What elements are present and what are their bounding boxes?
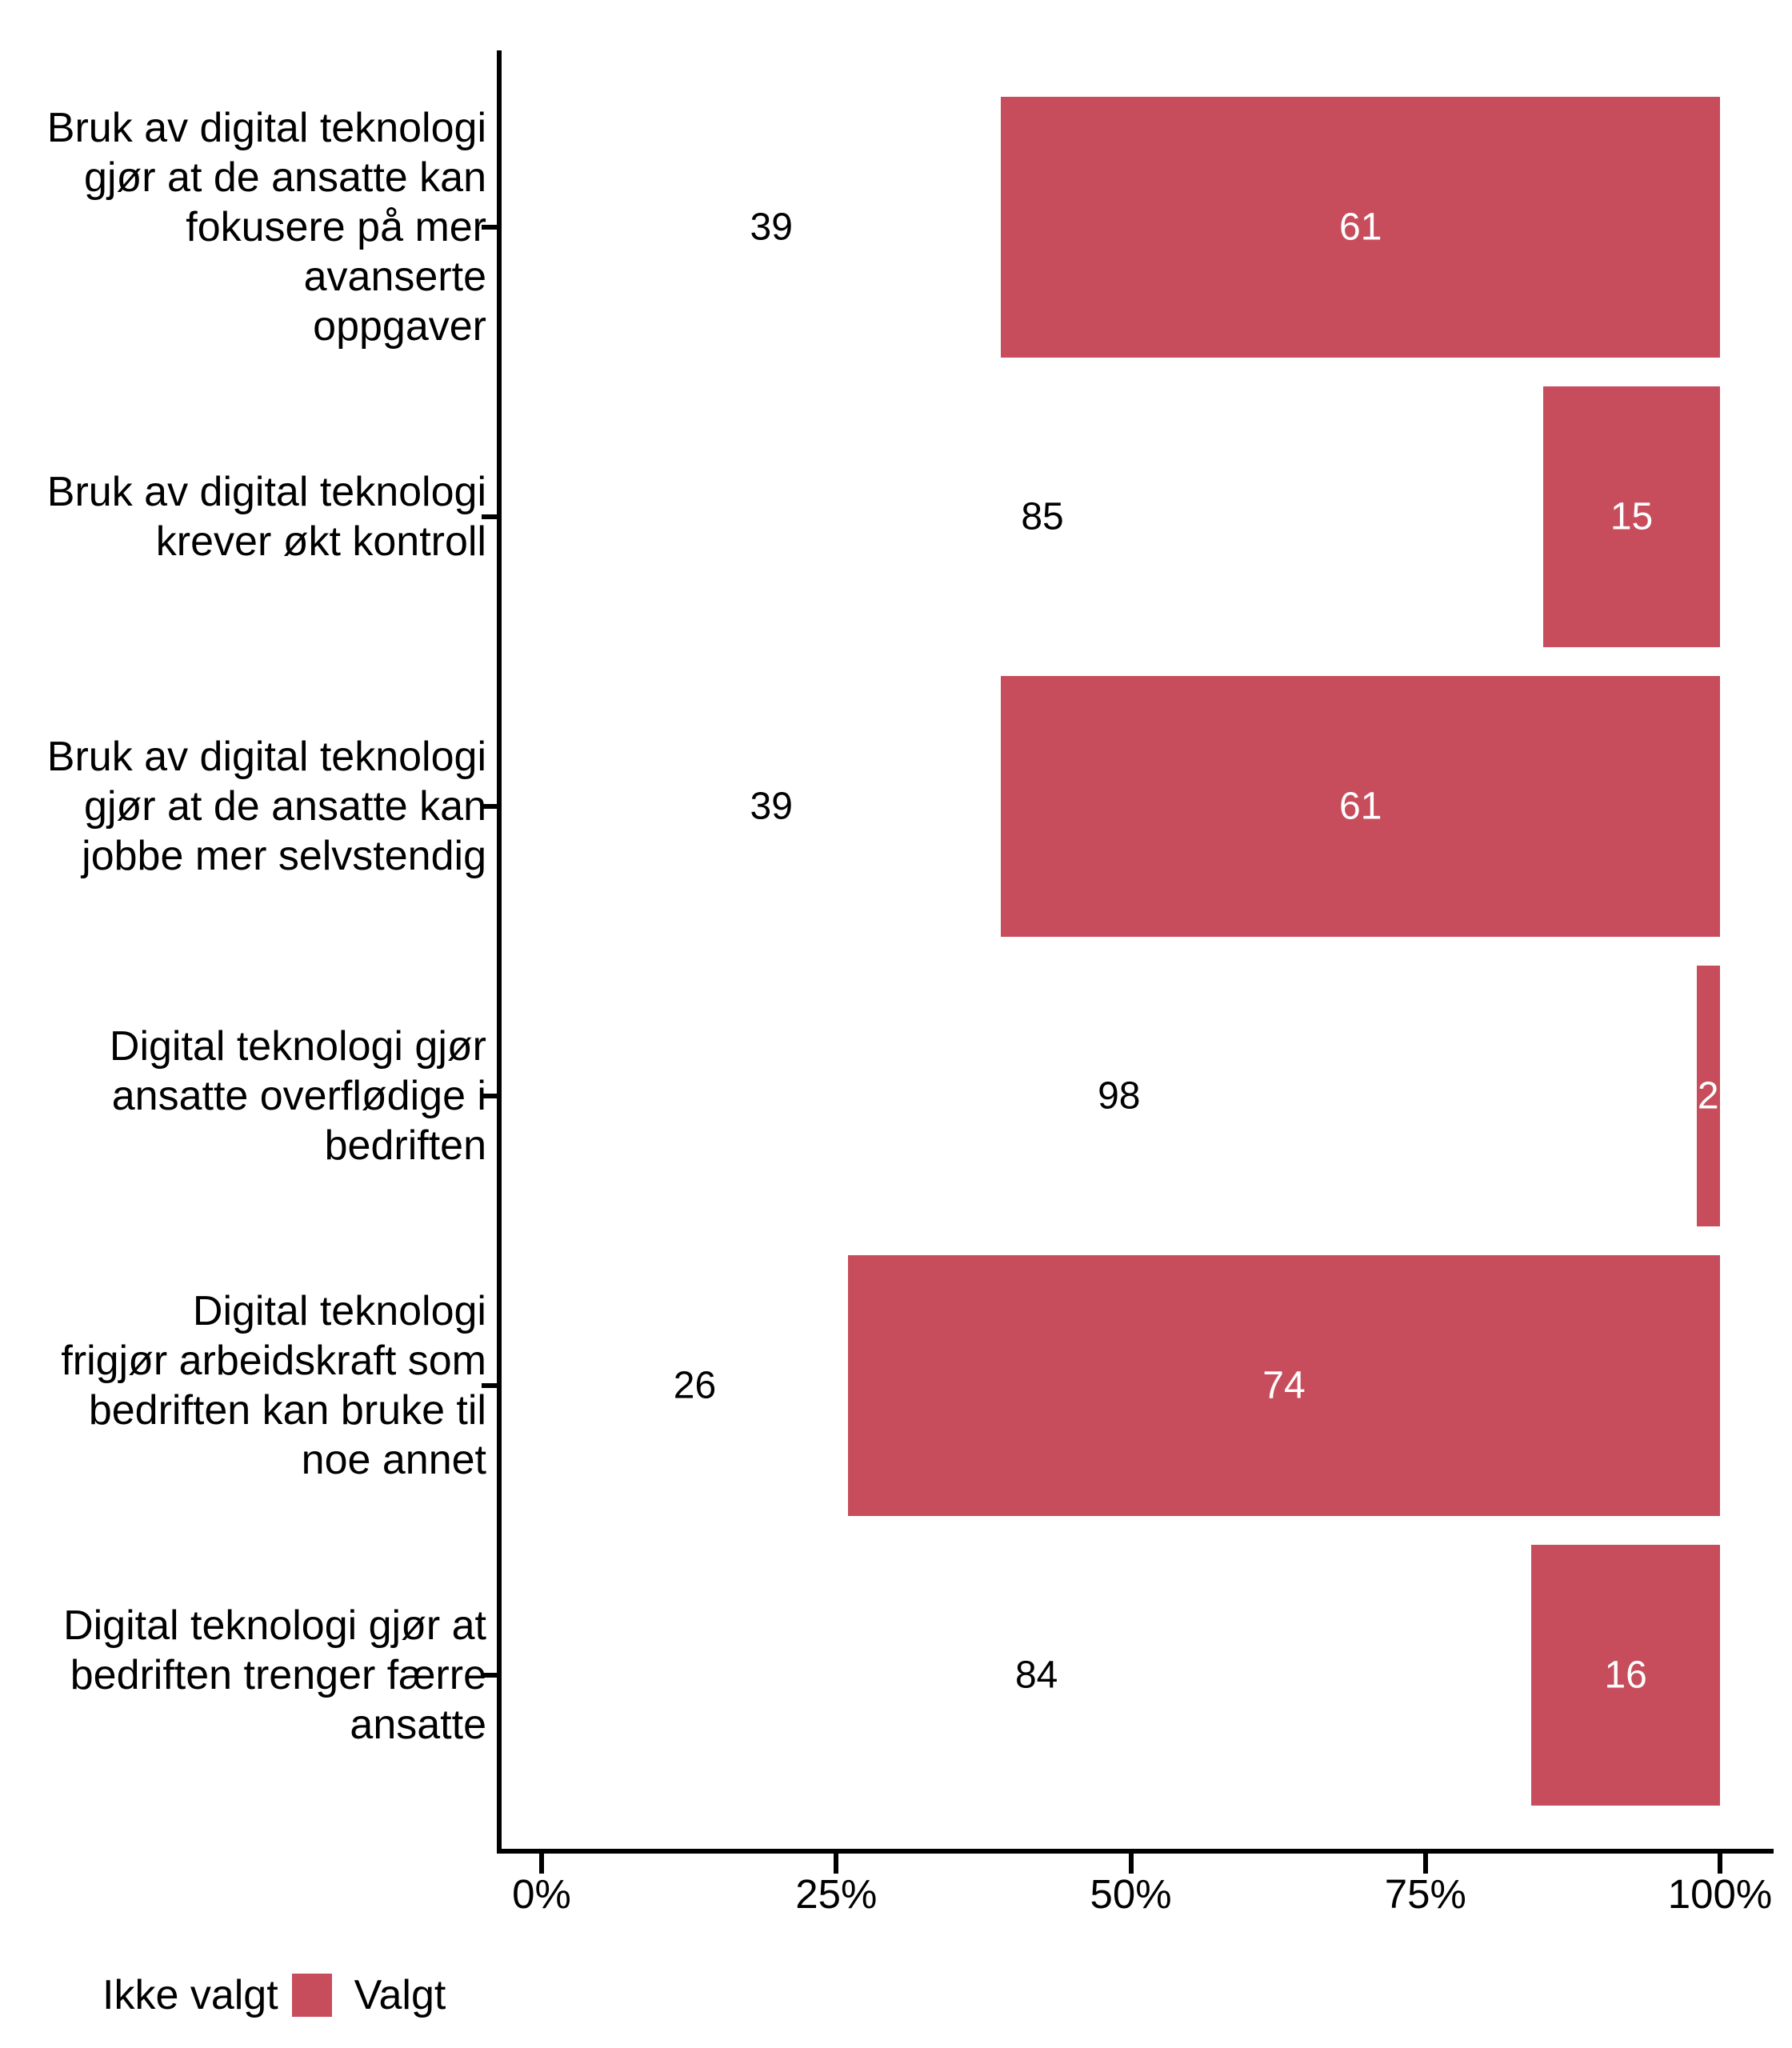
not-selected-value: 26 bbox=[673, 1364, 717, 1406]
not-selected-bar bbox=[542, 386, 1544, 647]
legend-key-not-selected bbox=[53, 1974, 93, 2017]
not-selected-value: 39 bbox=[750, 785, 793, 827]
y-axis-tick bbox=[482, 1382, 502, 1388]
y-axis-tick bbox=[482, 514, 502, 519]
category-label: Digital teknologi gjør ansatte overflødi… bbox=[109, 1022, 486, 1169]
selected-bar bbox=[1543, 386, 1720, 647]
x-axis-tick-label: 50% bbox=[1090, 1871, 1172, 1917]
x-axis-tick-label: 0% bbox=[512, 1871, 571, 1917]
y-axis-tick bbox=[482, 224, 502, 230]
selected-bar bbox=[1531, 1544, 1720, 1806]
not-selected-value: 85 bbox=[1021, 495, 1064, 538]
x-axis-tick bbox=[1718, 1854, 1722, 1874]
x-axis-tick-label: 100% bbox=[1667, 1871, 1773, 1917]
category-label: Digital teknologi frigjør arbeidskraft s… bbox=[61, 1287, 486, 1483]
not-selected-bar bbox=[542, 1254, 848, 1516]
y-axis-line bbox=[497, 50, 502, 1854]
not-selected-value: 98 bbox=[1098, 1074, 1141, 1117]
x-axis-tick bbox=[1422, 1854, 1428, 1874]
legend-label-selected: Valgt bbox=[354, 1972, 446, 2018]
x-axis-tick-label: 25% bbox=[795, 1871, 878, 1917]
not-selected-bar bbox=[542, 675, 1002, 937]
selected-bar bbox=[1001, 675, 1720, 937]
x-axis-tick bbox=[1128, 1854, 1134, 1874]
y-axis-tick bbox=[482, 803, 502, 809]
not-selected-value: 84 bbox=[1014, 1654, 1058, 1696]
selected-bar bbox=[1001, 96, 1720, 358]
x-axis-tick-label: 75% bbox=[1384, 1871, 1466, 1917]
selected-value: 61 bbox=[1339, 785, 1382, 827]
selected-value: 2 bbox=[1697, 1074, 1719, 1117]
category-label: Digital teknologi gjør at bedriften tren… bbox=[63, 1602, 486, 1748]
legend-key-selected bbox=[291, 1974, 332, 2017]
selected-value: 61 bbox=[1339, 206, 1382, 248]
legend-label-not-selected: Ikke valgt bbox=[102, 1972, 278, 2018]
y-axis-tick bbox=[482, 1672, 502, 1678]
category-label: Bruk av digital teknologi gjør at de ans… bbox=[46, 104, 486, 350]
selected-value: 74 bbox=[1262, 1364, 1306, 1406]
not-selected-bar bbox=[542, 965, 1697, 1226]
category-label: Bruk av digital teknologi gjør at de ans… bbox=[46, 733, 486, 879]
selected-value: 16 bbox=[1604, 1654, 1647, 1696]
legend: Ikke valgt Valgt bbox=[53, 1974, 446, 2017]
not-selected-value: 39 bbox=[750, 206, 793, 248]
x-axis-line bbox=[497, 1849, 1774, 1854]
y-axis-tick bbox=[482, 1093, 502, 1098]
x-axis-tick bbox=[539, 1854, 544, 1874]
category-label: Bruk av digital teknologi krever økt kon… bbox=[46, 468, 486, 565]
not-selected-bar bbox=[542, 96, 1002, 358]
x-axis-tick bbox=[834, 1854, 839, 1874]
not-selected-bar bbox=[542, 1544, 1532, 1806]
selected-value: 15 bbox=[1610, 495, 1654, 538]
selected-bar bbox=[847, 1254, 1720, 1516]
selected-bar bbox=[1696, 965, 1720, 1226]
